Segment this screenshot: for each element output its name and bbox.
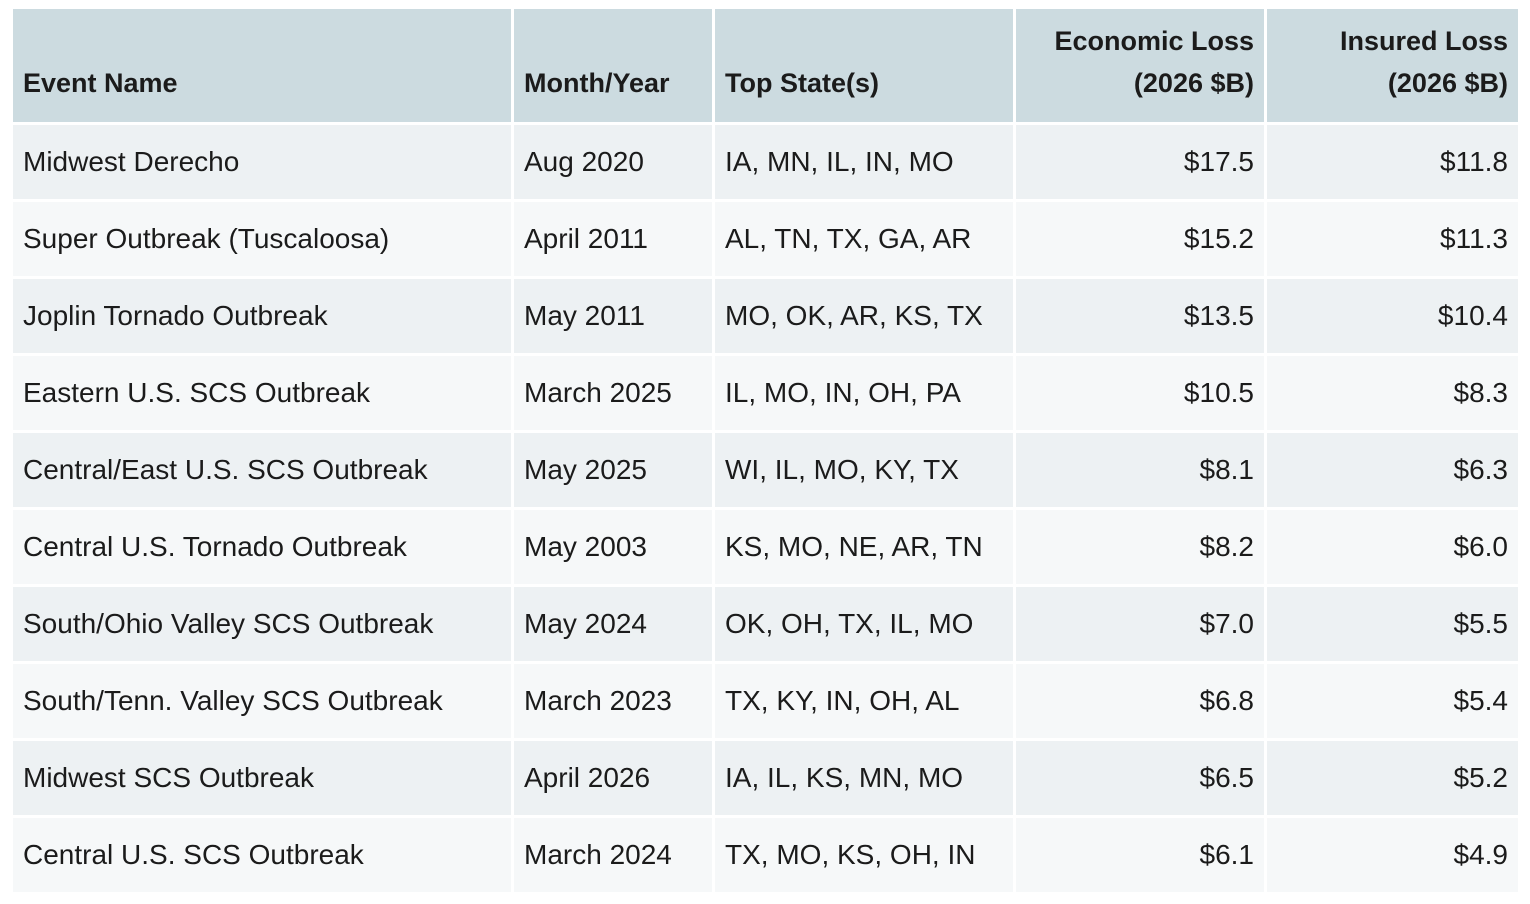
top-states-cell: IA, IL, KS, MN, MO [715, 741, 1016, 818]
top-states-cell: WI, IL, MO, KY, TX [715, 433, 1016, 510]
economic-loss-cell: $17.5 [1016, 125, 1267, 202]
loss-table: Event Name Month/Year Top State(s) Econo… [13, 9, 1518, 895]
month-year-cell: May 2024 [514, 587, 715, 664]
table-row: South/Ohio Valley SCS Outbreak May 2024 … [13, 587, 1518, 664]
event-name-cell: Joplin Tornado Outbreak [13, 279, 514, 356]
event-name-cell: Eastern U.S. SCS Outbreak [13, 356, 514, 433]
month-year-cell: May 2011 [514, 279, 715, 356]
insured-loss-cell: $6.0 [1267, 510, 1518, 587]
table-row: Eastern U.S. SCS Outbreak March 2025 IL,… [13, 356, 1518, 433]
top-states-cell: MO, OK, AR, KS, TX [715, 279, 1016, 356]
header-month-year-label: Month/Year [524, 68, 670, 98]
month-year-cell: April 2026 [514, 741, 715, 818]
insured-loss-cell: $11.3 [1267, 202, 1518, 279]
insured-loss-cell: $5.4 [1267, 664, 1518, 741]
month-year-cell: March 2023 [514, 664, 715, 741]
top-states-cell: TX, MO, KS, OH, IN [715, 818, 1016, 895]
loss-table-container: Event Name Month/Year Top State(s) Econo… [13, 9, 1518, 895]
top-states-cell: IA, MN, IL, IN, MO [715, 125, 1016, 202]
table-row: Central/East U.S. SCS Outbreak May 2025 … [13, 433, 1518, 510]
header-event-name-label: Event Name [23, 68, 178, 98]
insured-loss-cell: $10.4 [1267, 279, 1518, 356]
month-year-cell: April 2011 [514, 202, 715, 279]
insured-loss-cell: $6.3 [1267, 433, 1518, 510]
event-name-cell: Super Outbreak (Tuscaloosa) [13, 202, 514, 279]
table-header: Event Name Month/Year Top State(s) Econo… [13, 9, 1518, 125]
table-row: Midwest Derecho Aug 2020 IA, MN, IL, IN,… [13, 125, 1518, 202]
table-row: Joplin Tornado Outbreak May 2011 MO, OK,… [13, 279, 1518, 356]
header-insured-loss-line1: Insured Loss [1339, 26, 1508, 56]
top-states-cell: AL, TN, TX, GA, AR [715, 202, 1016, 279]
top-states-cell: OK, OH, TX, IL, MO [715, 587, 1016, 664]
table-row: Super Outbreak (Tuscaloosa) April 2011 A… [13, 202, 1518, 279]
table-row: Central U.S. SCS Outbreak March 2024 TX,… [13, 818, 1518, 895]
insured-loss-cell: $4.9 [1267, 818, 1518, 895]
economic-loss-cell: $6.1 [1016, 818, 1267, 895]
insured-loss-cell: $5.2 [1267, 741, 1518, 818]
event-name-cell: Midwest Derecho [13, 125, 514, 202]
month-year-cell: May 2025 [514, 433, 715, 510]
header-insured-loss: Insured Loss (2026 $B) [1267, 9, 1518, 125]
table-row: South/Tenn. Valley SCS Outbreak March 20… [13, 664, 1518, 741]
event-name-cell: Central/East U.S. SCS Outbreak [13, 433, 514, 510]
month-year-cell: March 2024 [514, 818, 715, 895]
header-top-states: Top State(s) [715, 9, 1016, 125]
header-economic-loss-line2: (2026 $B) [1133, 68, 1254, 98]
economic-loss-cell: $8.2 [1016, 510, 1267, 587]
event-name-cell: Central U.S. Tornado Outbreak [13, 510, 514, 587]
economic-loss-cell: $6.8 [1016, 664, 1267, 741]
header-row: Event Name Month/Year Top State(s) Econo… [13, 9, 1518, 125]
table-body: Midwest Derecho Aug 2020 IA, MN, IL, IN,… [13, 125, 1518, 895]
month-year-cell: Aug 2020 [514, 125, 715, 202]
event-name-cell: Central U.S. SCS Outbreak [13, 818, 514, 895]
header-month-year: Month/Year [514, 9, 715, 125]
economic-loss-cell: $15.2 [1016, 202, 1267, 279]
economic-loss-cell: $7.0 [1016, 587, 1267, 664]
insured-loss-cell: $5.5 [1267, 587, 1518, 664]
month-year-cell: March 2025 [514, 356, 715, 433]
month-year-cell: May 2003 [514, 510, 715, 587]
economic-loss-cell: $10.5 [1016, 356, 1267, 433]
table-row: Central U.S. Tornado Outbreak May 2003 K… [13, 510, 1518, 587]
header-economic-loss: Economic Loss (2026 $B) [1016, 9, 1267, 125]
economic-loss-cell: $6.5 [1016, 741, 1267, 818]
top-states-cell: TX, KY, IN, OH, AL [715, 664, 1016, 741]
header-top-states-label: Top State(s) [725, 68, 879, 98]
event-name-cell: Midwest SCS Outbreak [13, 741, 514, 818]
table-row: Midwest SCS Outbreak April 2026 IA, IL, … [13, 741, 1518, 818]
top-states-cell: IL, MO, IN, OH, PA [715, 356, 1016, 433]
header-insured-loss-line2: (2026 $B) [1387, 68, 1508, 98]
economic-loss-cell: $8.1 [1016, 433, 1267, 510]
event-name-cell: South/Ohio Valley SCS Outbreak [13, 587, 514, 664]
insured-loss-cell: $11.8 [1267, 125, 1518, 202]
economic-loss-cell: $13.5 [1016, 279, 1267, 356]
header-economic-loss-line1: Economic Loss [1054, 26, 1254, 56]
insured-loss-cell: $8.3 [1267, 356, 1518, 433]
top-states-cell: KS, MO, NE, AR, TN [715, 510, 1016, 587]
event-name-cell: South/Tenn. Valley SCS Outbreak [13, 664, 514, 741]
header-event-name: Event Name [13, 9, 514, 125]
